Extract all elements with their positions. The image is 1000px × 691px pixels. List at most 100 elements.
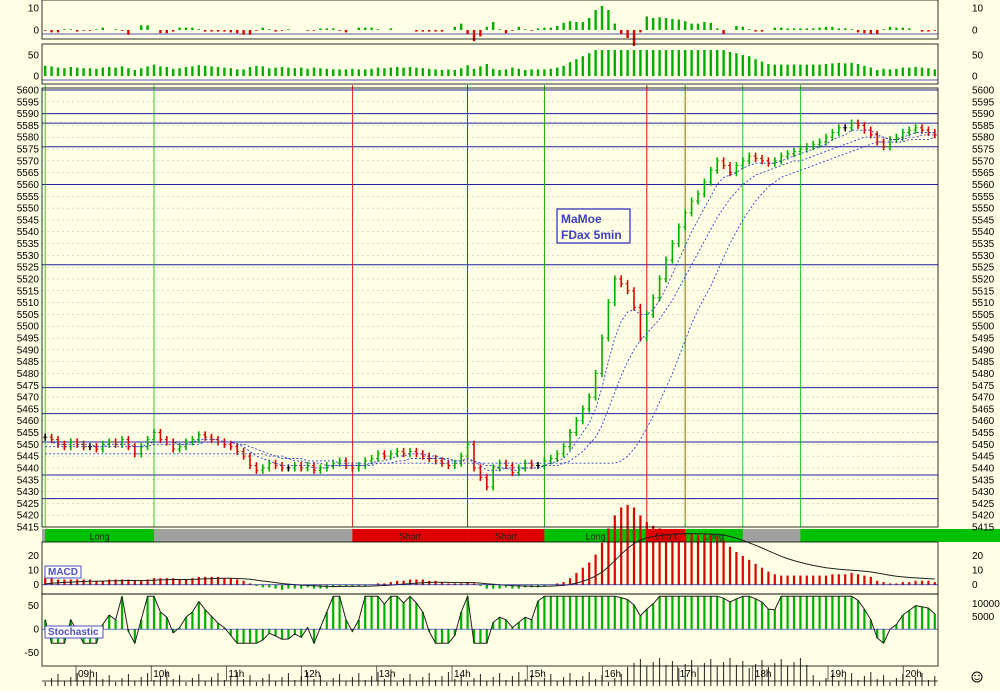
time-tick-label: 20h	[905, 669, 922, 680]
price-tick-left: 5470	[17, 393, 40, 404]
price-tick-right: 5600	[972, 86, 995, 97]
pane-tick-left: 0	[33, 580, 39, 591]
signal-zone	[467, 529, 545, 542]
grid-lines	[42, 33, 938, 528]
price-tick-right: 5490	[972, 345, 995, 356]
price-tick-right: 5585	[972, 121, 995, 132]
time-tick-label: 13h	[379, 669, 396, 680]
price-tick-right: 5475	[972, 381, 995, 392]
pane-tick-right: 5000	[972, 612, 995, 623]
price-tick-right: 5470	[972, 393, 995, 404]
pane-tick-left: 0	[33, 72, 39, 83]
price-tick-right: 5495	[972, 334, 995, 345]
price-tick-right: 5575	[972, 145, 995, 156]
time-tick-label: 17h	[680, 669, 697, 680]
ma-mid-line	[45, 134, 935, 469]
pane-tick-left: 50	[28, 601, 40, 612]
price-tick-right: 5510	[972, 298, 995, 309]
price-tick-left: 5445	[17, 452, 40, 463]
time-tick-label: 11h	[228, 669, 244, 680]
price-tick-left: 5590	[17, 109, 40, 120]
price-tick-left: 5500	[17, 322, 40, 333]
pane-frame	[41, 87, 939, 528]
price-tick-left: 5510	[17, 298, 40, 309]
stochastic-label: Stochastic	[48, 627, 99, 638]
time-tick-label: 15h	[529, 669, 546, 680]
pane-frame	[41, 43, 939, 85]
time-tick-label: 14h	[454, 669, 471, 680]
pane-tick-right: 0	[972, 72, 978, 83]
pane-tick-left: 20	[28, 551, 40, 562]
price-tick-right: 5445	[972, 452, 995, 463]
chart-title-line-2: FDax 5min	[561, 228, 622, 242]
signal-zone-label: Long	[90, 532, 110, 542]
pane-tick-right: 50	[972, 51, 984, 62]
price-tick-left: 5450	[17, 440, 40, 451]
time-tick-label: 19h	[830, 669, 847, 680]
pane-tick-right: 10	[972, 566, 984, 577]
price-tick-right: 5450	[972, 440, 995, 451]
price-tick-right: 5460	[972, 416, 995, 427]
price-tick-right: 5465	[972, 404, 995, 415]
price-tick-left: 5520	[17, 274, 40, 285]
price-tick-left: 5595	[17, 97, 40, 108]
price-tick-left: 5430	[17, 487, 40, 498]
price-tick-right: 5430	[972, 487, 995, 498]
price-tick-left: 5540	[17, 227, 40, 238]
price-tick-right: 5485	[972, 357, 995, 368]
pane-tick-left: 50	[28, 51, 40, 62]
price-tick-right: 5535	[972, 239, 995, 250]
pane-frame	[41, 0, 939, 40]
price-tick-right: 5520	[972, 274, 995, 285]
price-tick-right: 5530	[972, 251, 995, 262]
price-tick-right: 5455	[972, 428, 995, 439]
price-tick-right: 5440	[972, 463, 995, 474]
price-pane	[43, 119, 937, 491]
price-tick-left: 5480	[17, 369, 40, 380]
price-tick-left: 5580	[17, 133, 40, 144]
stochastic-line	[44, 594, 936, 645]
signal-zone-label: Long	[586, 532, 606, 542]
price-tick-left: 5530	[17, 251, 40, 262]
price-tick-right: 5570	[972, 156, 995, 167]
chart-title-box: MaMoe FDax 5min	[556, 208, 631, 244]
price-tick-left: 5545	[17, 215, 40, 226]
ma-slow-line	[45, 136, 935, 464]
pane-tick-left: 0	[33, 625, 39, 636]
price-tick-right: 5540	[972, 227, 995, 238]
price-tick-right: 5590	[972, 109, 995, 120]
price-tick-right: 5425	[972, 499, 995, 510]
top-oscillator-2	[44, 50, 936, 76]
price-tick-left: 5600	[17, 86, 40, 97]
pane-tick-right: 0	[972, 26, 978, 37]
pane-tick-right: 0	[972, 580, 978, 591]
price-tick-left: 5505	[17, 310, 40, 321]
stochastic-label-box: Stochastic	[44, 625, 104, 639]
price-tick-right: 5420	[972, 511, 995, 522]
price-tick-left: 5420	[17, 511, 40, 522]
macd-signal-line	[45, 533, 935, 587]
price-tick-right: 5595	[972, 97, 995, 108]
price-tick-left: 5415	[17, 523, 40, 534]
macd-label-box: MACD	[44, 565, 82, 579]
signal-zone	[800, 529, 1000, 542]
signal-zone	[685, 529, 743, 542]
price-tick-right: 5435	[972, 475, 995, 486]
macd-pane	[42, 504, 938, 590]
price-tick-left: 5435	[17, 475, 40, 486]
price-tick-left: 5495	[17, 334, 40, 345]
time-tick-label: 10h	[153, 669, 170, 680]
price-tick-right: 5580	[972, 133, 995, 144]
price-tick-right: 5565	[972, 168, 995, 179]
time-tick-label: 16h	[604, 669, 621, 680]
price-tick-right: 5525	[972, 263, 995, 274]
smiley-icon[interactable]	[971, 671, 983, 683]
price-tick-left: 5560	[17, 180, 40, 191]
price-tick-left: 5455	[17, 428, 40, 439]
price-tick-left: 5490	[17, 345, 40, 356]
time-tick-label: 18h	[755, 669, 772, 680]
price-tick-right: 5415	[972, 523, 995, 534]
price-tick-right: 5545	[972, 215, 995, 226]
signal-zone	[45, 529, 155, 542]
